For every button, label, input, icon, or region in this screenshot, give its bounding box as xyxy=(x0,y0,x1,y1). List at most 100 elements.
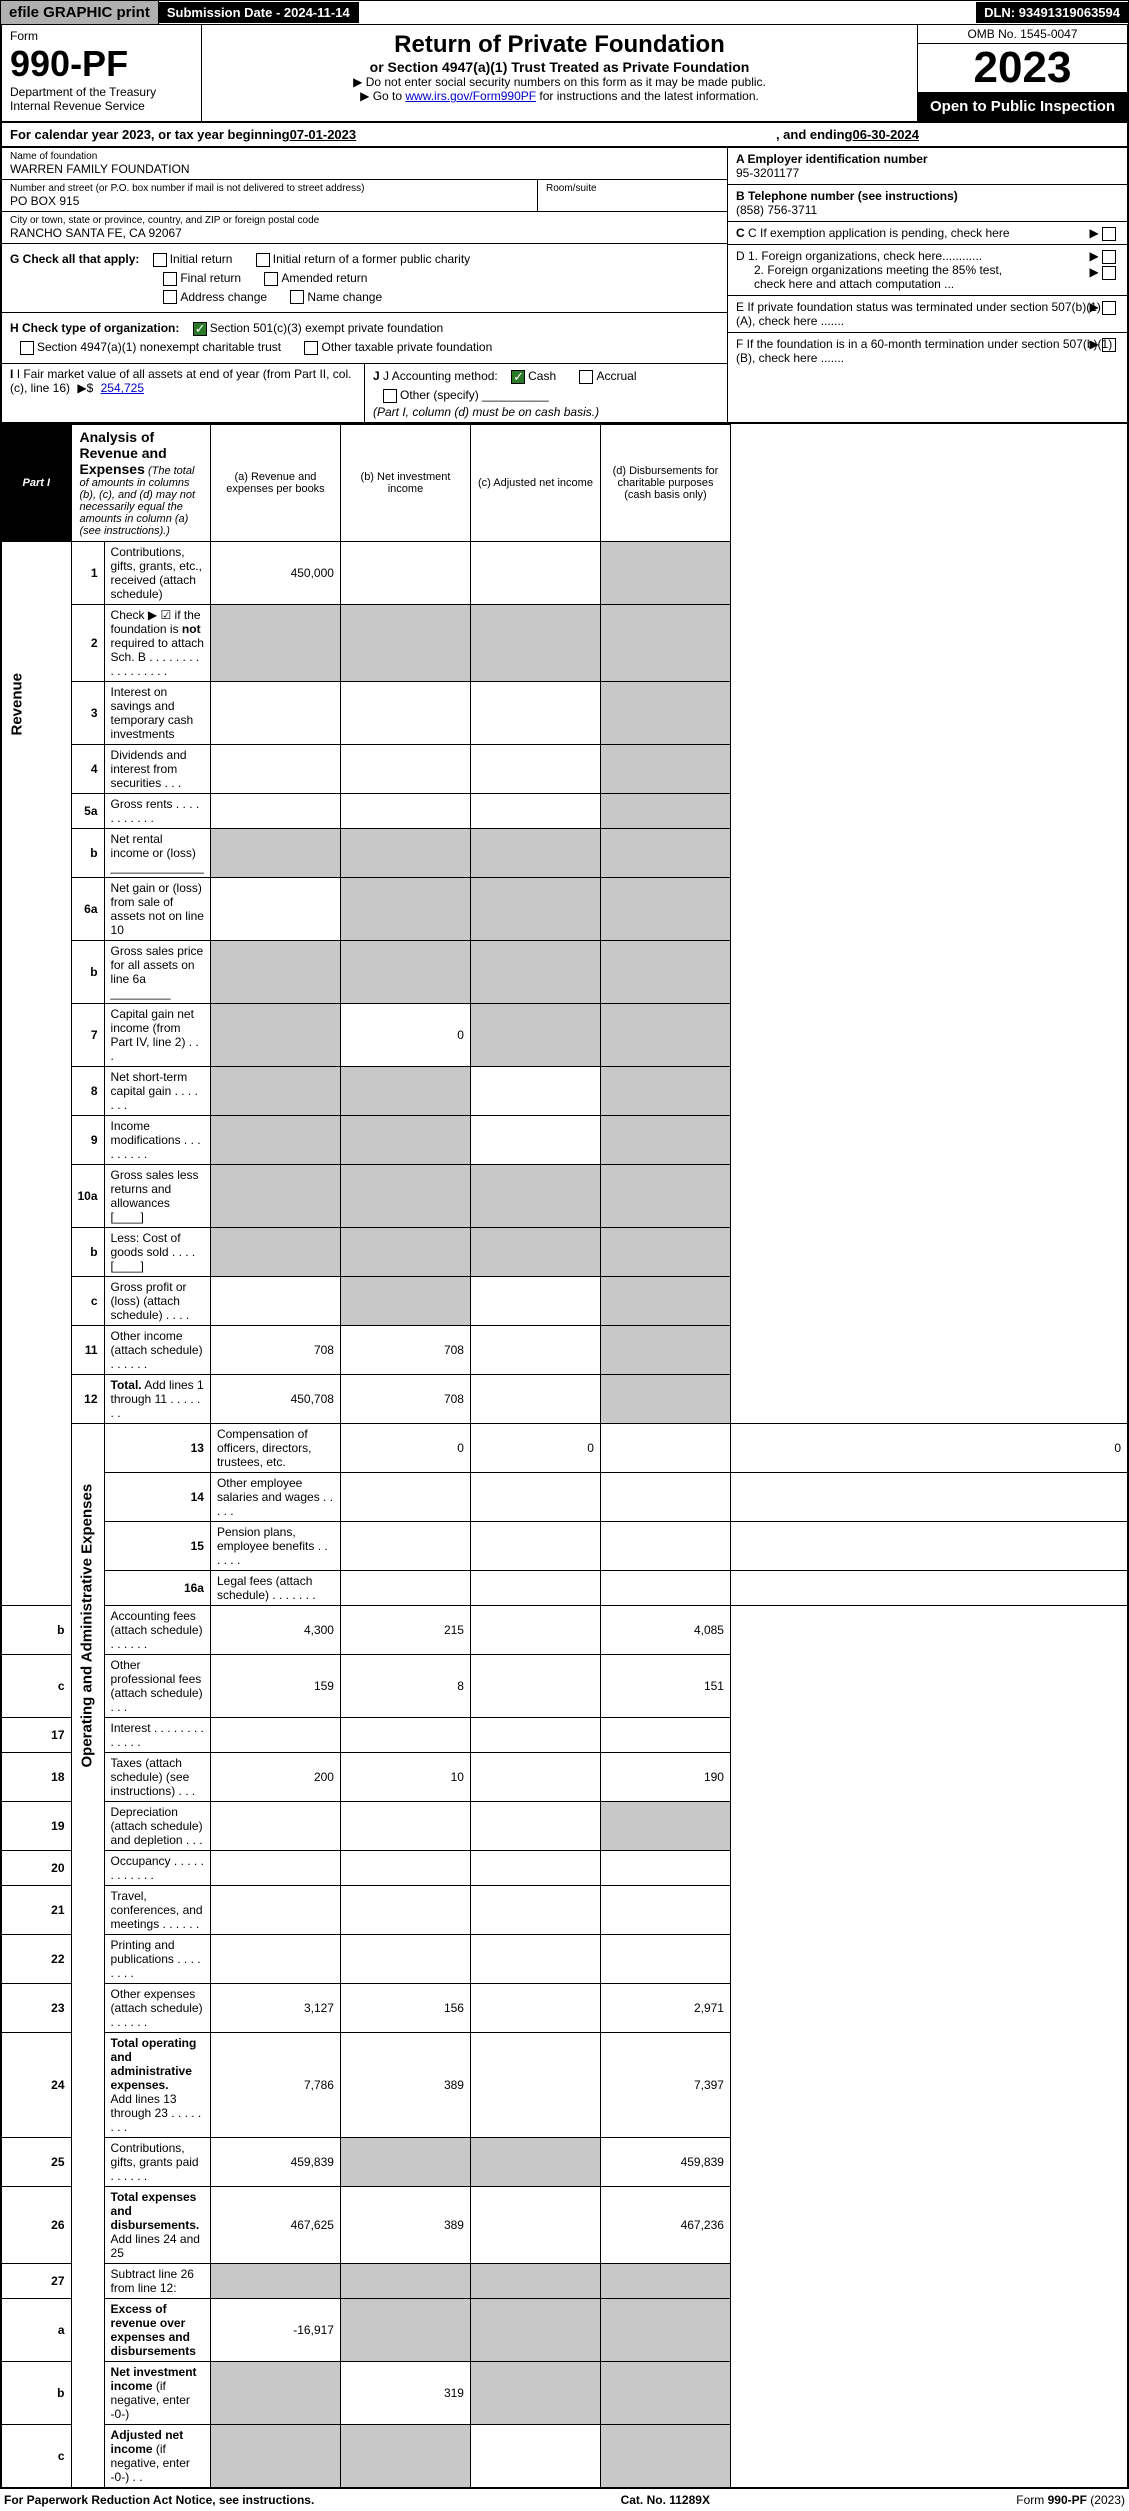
i-fmv-cell: I I Fair market value of all assets at e… xyxy=(2,364,364,422)
line-number: 20 xyxy=(1,1850,71,1885)
cell-d: 467,236 xyxy=(600,2186,730,2263)
other-taxable-chk[interactable] xyxy=(304,341,318,355)
cell-b xyxy=(340,1850,470,1885)
line-number: 25 xyxy=(1,2137,71,2186)
table-row: cGross profit or (loss) (attach schedule… xyxy=(1,1276,1128,1325)
cell-a xyxy=(210,1934,340,1983)
line-number: c xyxy=(1,2424,71,2488)
fmv-value[interactable]: 254,725 xyxy=(101,381,144,395)
60month-chk[interactable] xyxy=(1102,338,1116,352)
terminated-chk[interactable] xyxy=(1102,301,1116,315)
4947-chk[interactable] xyxy=(20,341,34,355)
phone-cell: B Telephone number (see instructions) (8… xyxy=(728,185,1127,222)
line-number: 15 xyxy=(104,1521,210,1570)
cell-a xyxy=(210,877,340,940)
ssn-note: ▶ Do not enter social security numbers o… xyxy=(208,75,911,89)
table-row: 9Income modifications . . . . . . . . . xyxy=(1,1115,1128,1164)
line-number: 4 xyxy=(71,744,104,793)
cell-a xyxy=(210,1801,340,1850)
table-row: 20 Occupancy . . . . . . . . . . . . xyxy=(1,1850,1128,1885)
irs-label: Internal Revenue Service xyxy=(10,99,193,113)
line-desc: Other professional fees (attach schedule… xyxy=(104,1654,210,1717)
table-row: 6aNet gain or (loss) from sale of assets… xyxy=(1,877,1128,940)
name-change-chk[interactable] xyxy=(290,290,304,304)
cell-a: 450,708 xyxy=(210,1374,340,1423)
cell-c xyxy=(470,1227,600,1276)
cell-b: 215 xyxy=(340,1605,470,1654)
line-number: 23 xyxy=(1,1983,71,2032)
cell-c xyxy=(470,940,600,1003)
cell-b xyxy=(470,1570,600,1605)
cell-b xyxy=(340,2298,470,2361)
amended-return-chk[interactable] xyxy=(264,272,278,286)
cell-d xyxy=(600,1325,730,1374)
cell-a: 459,839 xyxy=(210,2137,340,2186)
cell-b: 8 xyxy=(340,1654,470,1717)
line-number: a xyxy=(1,2298,71,2361)
line-desc: Total. Add lines 1 through 11 . . . . . … xyxy=(104,1374,210,1423)
line-number: c xyxy=(1,1654,71,1717)
cell-a xyxy=(210,2361,340,2424)
line-desc: Other employee salaries and wages . . . … xyxy=(210,1472,340,1521)
exemption-chk[interactable] xyxy=(1102,227,1116,241)
room-cell: Room/suite xyxy=(537,180,727,212)
cell-b xyxy=(340,2263,470,2298)
cell-b: 389 xyxy=(340,2186,470,2263)
line-desc: Contributions, gifts, grants, etc., rece… xyxy=(104,541,210,604)
cell-a xyxy=(210,1164,340,1227)
tax-year: 2023 xyxy=(918,44,1127,92)
cell-b xyxy=(340,940,470,1003)
501c3-chk[interactable] xyxy=(193,322,207,336)
table-row: 22Printing and publications . . . . . . … xyxy=(1,1934,1128,1983)
cell-c xyxy=(470,2032,600,2137)
cell-d: 151 xyxy=(600,1654,730,1717)
line-number: b xyxy=(71,828,104,877)
cell-d xyxy=(600,2263,730,2298)
line-desc: Occupancy . . . . . . . . . . . . xyxy=(104,1850,210,1885)
line-desc: Gross sales less returns and allowances … xyxy=(104,1164,210,1227)
cell-d xyxy=(600,1003,730,1066)
line-desc: Capital gain net income (from Part IV, l… xyxy=(104,1003,210,1066)
cash-chk[interactable] xyxy=(511,370,525,384)
line-desc: Total operating and administrative expen… xyxy=(104,2032,210,2137)
accrual-chk[interactable] xyxy=(579,370,593,384)
col-c-header: (c) Adjusted net income xyxy=(470,424,600,541)
cell-a xyxy=(210,604,340,681)
cell-c xyxy=(470,793,600,828)
line-desc: Legal fees (attach schedule) . . . . . .… xyxy=(210,1570,340,1605)
efile-print-button[interactable]: efile GRAPHIC print xyxy=(1,1,159,24)
line-desc: Total expenses and disbursements. Add li… xyxy=(104,2186,210,2263)
line-number: b xyxy=(1,1605,71,1654)
foreign-chk[interactable] xyxy=(1102,250,1116,264)
form-label: Form xyxy=(10,29,193,43)
final-return-chk[interactable] xyxy=(163,272,177,286)
table-row: 10aGross sales less returns and allowanc… xyxy=(1,1164,1128,1227)
cell-d xyxy=(600,2424,730,2488)
table-row: 26Total expenses and disbursements. Add … xyxy=(1,2186,1128,2263)
foreign85-chk[interactable] xyxy=(1102,266,1116,280)
cell-b xyxy=(340,1717,470,1752)
omb-number: OMB No. 1545-0047 xyxy=(918,25,1127,44)
table-row: 27Subtract line 26 from line 12: xyxy=(1,2263,1128,2298)
cell-b xyxy=(340,1276,470,1325)
cell-d: 4,085 xyxy=(600,1605,730,1654)
cell-b: 0 xyxy=(340,1003,470,1066)
address-change-chk[interactable] xyxy=(163,290,177,304)
other-method-chk[interactable] xyxy=(383,389,397,403)
table-row: bAccounting fees (attach schedule) . . .… xyxy=(1,1605,1128,1654)
initial-public-chk[interactable] xyxy=(256,253,270,267)
expenses-label: Operating and Administrative Expenses xyxy=(71,1423,104,2488)
line-number: 9 xyxy=(71,1115,104,1164)
cell-c xyxy=(470,1983,600,2032)
cell-a xyxy=(210,1003,340,1066)
line-desc: Travel, conferences, and meetings . . . … xyxy=(104,1885,210,1934)
cell-a: -16,917 xyxy=(210,2298,340,2361)
irs-link[interactable]: www.irs.gov/Form990PF xyxy=(405,89,536,103)
cell-a xyxy=(340,1472,470,1521)
line-number: 22 xyxy=(1,1934,71,1983)
form-number: 990-PF xyxy=(10,43,193,85)
initial-return-chk[interactable] xyxy=(153,253,167,267)
form-title: Return of Private Foundation xyxy=(208,31,911,59)
cell-c xyxy=(470,1850,600,1885)
cell-a xyxy=(210,1276,340,1325)
